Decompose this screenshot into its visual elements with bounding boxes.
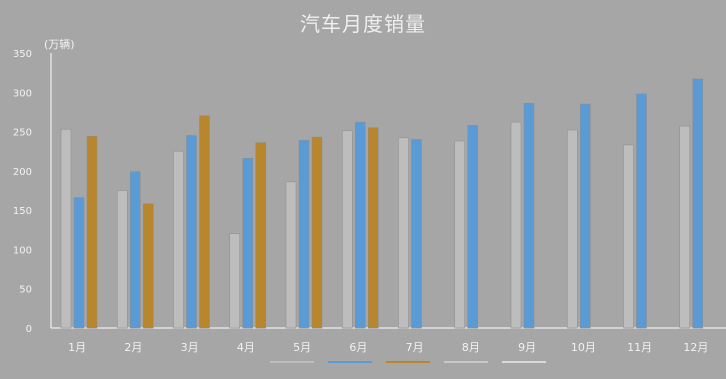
bar-series-1-9月 bbox=[510, 121, 522, 329]
y-tick-label: 300 bbox=[13, 88, 32, 99]
bar-series-1-12月 bbox=[679, 125, 690, 329]
bar-series-2-12月 bbox=[692, 78, 703, 329]
bar-series-2-2月 bbox=[130, 171, 141, 329]
x-tick-label: 4月 bbox=[237, 341, 255, 354]
bar-series-3-3月 bbox=[199, 115, 210, 329]
bar-series-2-3月 bbox=[186, 135, 197, 329]
bar-series-2-7月 bbox=[411, 139, 422, 329]
chart-legend bbox=[270, 361, 546, 363]
bar-series-2-1月 bbox=[73, 197, 85, 329]
bar-series-2-10月 bbox=[580, 103, 591, 329]
bar-series-3-4月 bbox=[255, 142, 266, 329]
y-tick-label: 350 bbox=[13, 49, 32, 60]
legend-item bbox=[502, 361, 546, 363]
x-tick-label: 8月 bbox=[462, 341, 480, 354]
bar-series-3-1月 bbox=[86, 136, 98, 329]
bar-series-1-7月 bbox=[398, 137, 409, 329]
bar-series-1-8月 bbox=[454, 140, 465, 329]
legend-swatch bbox=[444, 361, 488, 363]
legend-item bbox=[386, 361, 430, 363]
y-tick-label: 50 bbox=[19, 285, 32, 296]
x-tick-label: 12月 bbox=[683, 341, 708, 354]
bar-series-1-2月 bbox=[117, 190, 128, 329]
legend-swatch bbox=[270, 361, 314, 363]
legend-item bbox=[444, 361, 488, 363]
bar-series-1-4月 bbox=[229, 233, 240, 329]
bar-series-1-1月 bbox=[60, 128, 72, 329]
bar-series-1-11月 bbox=[623, 144, 634, 329]
x-tick-label: 11月 bbox=[627, 341, 652, 354]
chart-title: 汽车月度销量 bbox=[300, 12, 426, 36]
x-tick-label: 5月 bbox=[293, 341, 311, 354]
legend-item bbox=[270, 361, 314, 363]
bar-series-2-8月 bbox=[467, 125, 478, 329]
bar-series-2-9月 bbox=[523, 103, 535, 329]
bar-series-2-6月 bbox=[355, 121, 366, 329]
bar-series-2-11月 bbox=[636, 93, 647, 329]
y-tick-label: 250 bbox=[13, 128, 32, 139]
y-axis-unit-label: (万辆) bbox=[44, 38, 75, 51]
x-tick-label: 2月 bbox=[124, 341, 142, 354]
legend-swatch bbox=[502, 361, 546, 363]
bar-series-2-5月 bbox=[298, 139, 310, 329]
bar-series-1-6月 bbox=[342, 130, 353, 329]
x-tick-label: 3月 bbox=[181, 341, 199, 354]
legend-item bbox=[328, 361, 372, 363]
bar-series-2-4月 bbox=[242, 158, 253, 329]
y-tick-label: 0 bbox=[26, 324, 32, 335]
legend-swatch bbox=[328, 361, 372, 363]
bar-series-1-3月 bbox=[173, 150, 184, 329]
x-tick-label: 1月 bbox=[68, 341, 86, 354]
x-tick-label: 6月 bbox=[349, 341, 367, 354]
y-tick-label: 200 bbox=[13, 167, 32, 178]
bar-series-1-10月 bbox=[567, 129, 578, 329]
x-tick-label: 10月 bbox=[571, 341, 596, 354]
bar-series-3-2月 bbox=[143, 203, 154, 329]
x-tick-label: 9月 bbox=[518, 341, 536, 354]
bar-series-3-6月 bbox=[368, 127, 379, 329]
bar-series-1-5月 bbox=[285, 181, 297, 329]
bar-series-3-5月 bbox=[311, 136, 323, 329]
y-tick-label: 100 bbox=[13, 245, 32, 256]
y-tick-label: 150 bbox=[13, 206, 32, 217]
legend-swatch bbox=[386, 361, 430, 363]
x-tick-label: 7月 bbox=[406, 341, 424, 354]
